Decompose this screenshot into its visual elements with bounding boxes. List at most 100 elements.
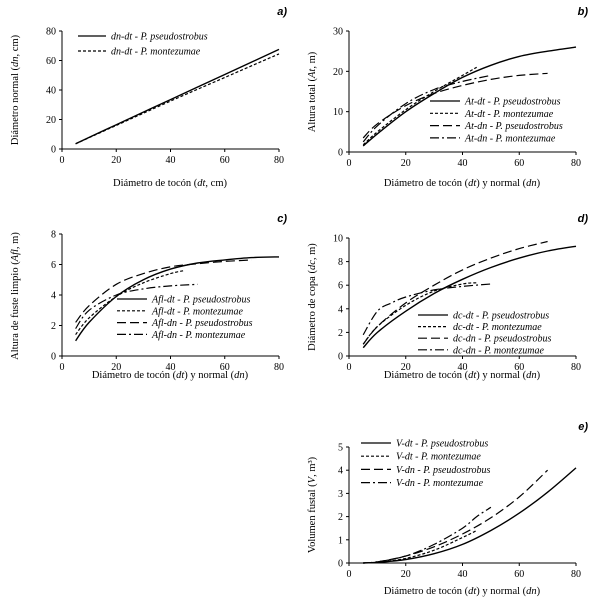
chart-panel-1: 0 20 40 60 80 0 10 20 30 Diámetro de tocón (dt) y… [307, 6, 588, 189]
panel-label: b) [578, 6, 589, 18]
series-line-1 [75, 270, 185, 335]
series-line-1 [75, 53, 280, 145]
x-tick-label: 80 [274, 155, 284, 166]
panel-label: d) [578, 213, 589, 225]
series-line-0 [362, 245, 577, 349]
legend-label: V-dn - P. montezumae [396, 478, 484, 489]
y-tick-label: 0 [51, 145, 56, 156]
legend-label: dn-dt - P. pseudostrobus [111, 32, 208, 43]
legend-label: dc-dn - P. montezumae [453, 345, 544, 356]
y-tick-label: 0 [338, 148, 343, 159]
x-tick-label: 80 [274, 362, 284, 373]
x-tick-label: 60 [514, 569, 524, 580]
x-tick-label: 60 [514, 158, 524, 169]
series-line-2 [75, 259, 252, 323]
x-tick-label: 40 [458, 362, 468, 373]
y-tick-label: 10 [333, 107, 343, 118]
series-line-3 [363, 506, 492, 564]
y-tick-label: 6 [51, 260, 56, 271]
y-tick-label: 5 [338, 443, 343, 454]
y-axis-label: Altura total (At, m) [307, 51, 318, 132]
chart-panel-3: 0 20 40 60 80 0 2 4 6 8 10 Diámetro de tocón (dt) y… [307, 213, 588, 381]
series-line-3 [362, 74, 492, 143]
series-line-2 [362, 240, 548, 345]
y-tick-label: 0 [338, 352, 343, 363]
legend-label: V-dt - P. pseudostrobus [396, 439, 488, 450]
legend-label: Afl-dn - P. montezumae [151, 330, 246, 341]
y-tick-label: 4 [338, 466, 343, 477]
y-tick-label: 1 [338, 535, 343, 546]
x-axis-label: Diámetro de tocón (dt) y normal (dn) [384, 370, 541, 381]
series-line-0 [75, 256, 280, 342]
y-tick-label: 2 [338, 328, 343, 339]
y-tick-label: 8 [338, 257, 343, 268]
series-line-1 [363, 529, 477, 564]
y-axis-label: Altura de fuste limpio (Afl, m) [10, 232, 21, 360]
y-tick-label: 3 [338, 489, 343, 500]
y-tick-label: 0 [338, 559, 343, 570]
x-tick-label: 20 [401, 362, 411, 373]
series-line-3 [75, 283, 198, 329]
y-tick-label: 6 [338, 281, 343, 292]
y-tick-label: 20 [46, 115, 56, 126]
legend-label: At-dt - P. montezumae [464, 109, 554, 120]
x-axis-label: Diámetro de tocón (dt) y normal (dn) [92, 370, 249, 381]
y-tick-label: 60 [46, 56, 56, 67]
legend-label: dn-dt - P. montezumae [111, 47, 201, 58]
panel-label: a) [277, 6, 287, 18]
x-tick-label: 0 [60, 155, 65, 166]
legend-label: At-dt - P. pseudostrobus [464, 97, 561, 108]
y-tick-label: 4 [338, 304, 343, 315]
y-axis-label: Diámetro normal (dn, cm) [10, 34, 21, 145]
legend-label: V-dn - P. pseudostrobus [396, 465, 491, 476]
series-line-3 [362, 283, 491, 336]
series-line-1 [362, 66, 477, 146]
x-tick-label: 20 [401, 569, 411, 580]
x-axis-label: Diámetro de tocón (dt) y normal (dn) [384, 178, 541, 189]
y-tick-label: 20 [333, 67, 343, 78]
y-tick-label: 2 [51, 321, 56, 332]
series-line-0 [75, 48, 280, 145]
panel-label: c) [277, 213, 287, 225]
x-tick-label: 40 [166, 155, 176, 166]
x-tick-label: 40 [166, 362, 176, 373]
y-tick-label: 8 [51, 230, 56, 241]
chart-panel-0: 0 20 40 60 80 0 20 40 60 80 Diámetro de tocón (dt,… [10, 6, 287, 189]
legend-label: Afl-dt - P. pseudostrobus [151, 295, 250, 306]
x-tick-label: 80 [571, 569, 581, 580]
y-tick-label: 40 [46, 86, 56, 97]
y-tick-label: 2 [338, 512, 343, 523]
legend-label: V-dt - P. montezumae [396, 452, 481, 463]
legend-label: dc-dn - P. pseudostrobus [453, 334, 551, 345]
x-tick-label: 40 [458, 158, 468, 169]
y-tick-label: 10 [333, 234, 343, 245]
x-tick-label: 80 [571, 362, 581, 373]
x-tick-label: 0 [347, 158, 352, 169]
series-line-2 [362, 72, 548, 139]
legend-label: dc-dt - P. montezumae [453, 322, 542, 333]
legend-label: dc-dt - P. pseudostrobus [453, 311, 549, 322]
series-line-0 [362, 46, 577, 147]
y-tick-label: 0 [51, 352, 56, 363]
x-tick-label: 0 [347, 362, 352, 373]
y-tick-label: 80 [46, 27, 56, 38]
panel-label: e) [578, 421, 588, 433]
x-tick-label: 60 [220, 155, 230, 166]
chart-panel-2: 0 20 40 60 80 0 2 4 6 8 Diámetro de tocón (dt) y n… [10, 213, 287, 381]
x-tick-label: 0 [347, 569, 352, 580]
x-tick-label: 60 [220, 362, 230, 373]
x-tick-label: 60 [514, 362, 524, 373]
y-axis-label: Volumen fustal (V, m³) [307, 456, 318, 553]
legend-label: At-dn - P. pseudostrobus [464, 121, 563, 132]
y-tick-label: 4 [51, 291, 56, 302]
x-axis-label: Diámetro de tocón (dt, cm) [113, 178, 228, 189]
legend-label: Afl-dn - P. pseudostrobus [151, 318, 253, 329]
x-tick-label: 20 [401, 158, 411, 169]
y-axis-label: Diámetro de copa (dc, m) [307, 243, 318, 351]
x-axis-label: Diámetro de tocón (dt) y normal (dn) [384, 586, 541, 597]
legend-label: At-dn - P. montezumae [464, 133, 556, 144]
x-tick-label: 0 [60, 362, 65, 373]
x-tick-label: 80 [571, 158, 581, 169]
chart-panel-4: 0 20 40 60 80 0 1 2 3 4 5 Diámetro de tocón (dt) y … [307, 421, 588, 597]
